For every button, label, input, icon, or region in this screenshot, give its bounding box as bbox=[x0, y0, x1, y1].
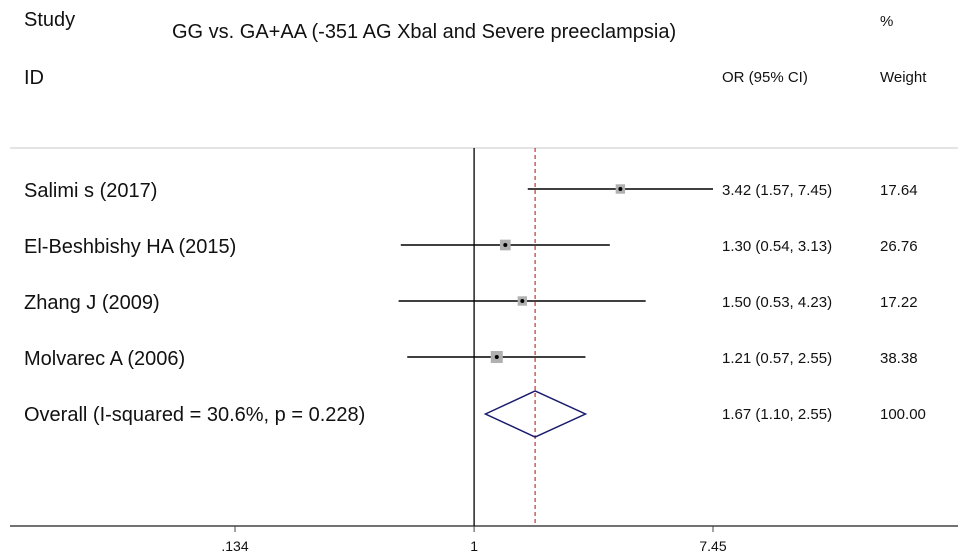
point-estimate bbox=[618, 187, 622, 191]
x-tick-label: 7.45 bbox=[699, 538, 726, 554]
x-tick-label: .134 bbox=[221, 538, 248, 554]
x-tick-label: 1 bbox=[470, 538, 478, 554]
point-estimate bbox=[503, 243, 507, 247]
point-estimate bbox=[520, 299, 524, 303]
point-estimate bbox=[495, 355, 499, 359]
